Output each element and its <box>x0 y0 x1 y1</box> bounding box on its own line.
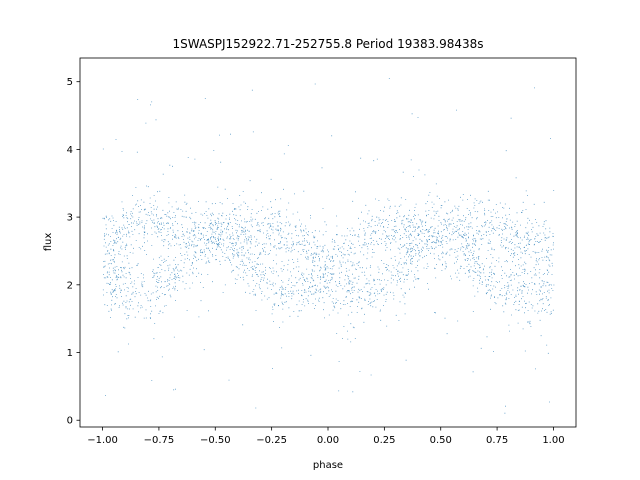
x-tick-label: 0.75 <box>486 435 508 446</box>
y-tick-label: 0 <box>67 416 73 427</box>
x-tick-label: 0.00 <box>317 435 339 446</box>
x-tick-label: 0.50 <box>430 435 452 446</box>
x-axis-ticks: −1.00 −0.75 −0.50 −0.25 0.00 0.25 0.50 0.75 1.00 <box>87 427 565 446</box>
x-tick-label: −0.75 <box>144 435 175 446</box>
x-tick-label: −0.50 <box>200 435 231 446</box>
y-axis-label: flux <box>43 233 54 252</box>
x-tick-label: −1.00 <box>87 435 118 446</box>
y-tick-label: 5 <box>67 77 73 88</box>
y-tick-label: 3 <box>67 213 73 224</box>
x-tick-label: −0.25 <box>256 435 287 446</box>
y-tick-label: 1 <box>67 348 73 359</box>
x-tick-label: 1.00 <box>542 435 564 446</box>
x-tick-label: 0.25 <box>373 435 395 446</box>
y-tick-label: 4 <box>67 145 73 156</box>
y-axis-ticks: 0 1 2 3 4 5 <box>67 77 80 427</box>
y-tick-label: 2 <box>67 280 73 291</box>
chart-title: 1SWASPJ152922.71-252755.8 Period 19383.9… <box>172 37 483 51</box>
x-axis-label: phase <box>313 460 343 471</box>
